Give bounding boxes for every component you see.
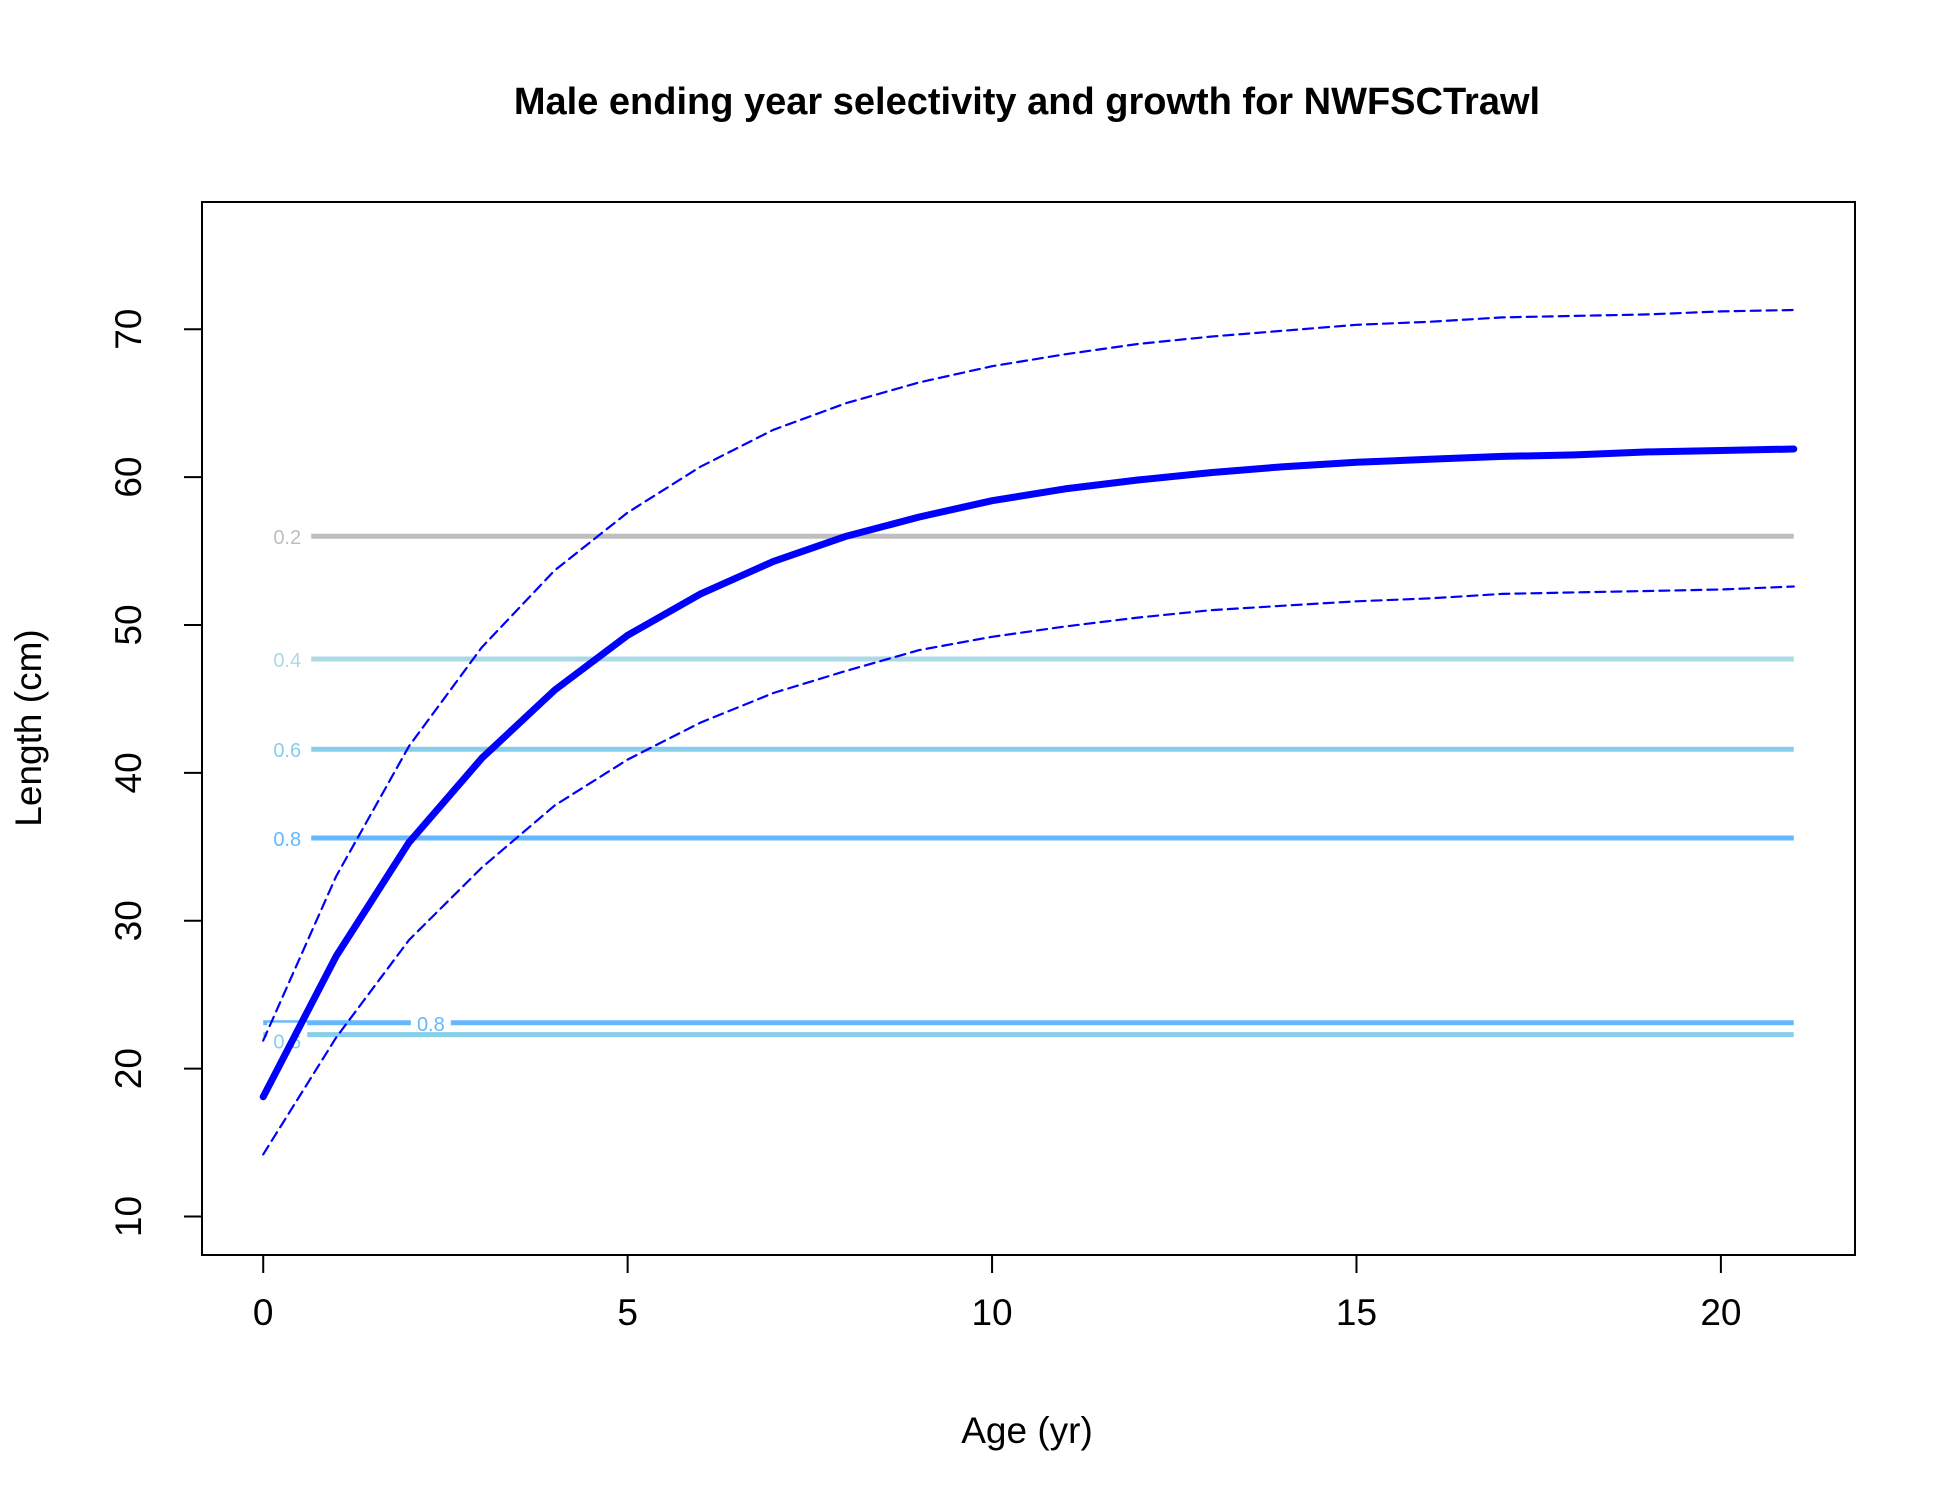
plot-frame bbox=[201, 201, 1856, 1256]
y-tick-label: 60 bbox=[108, 457, 149, 498]
y-axis: 10 20 30 40 50 60 70 bbox=[108, 309, 203, 1237]
y-tick-label: 20 bbox=[108, 1048, 149, 1089]
mean-length-line bbox=[259, 445, 1798, 1101]
contour-label-bg bbox=[267, 825, 308, 848]
y-tick-label: 10 bbox=[108, 1196, 149, 1237]
x-axis: 0 5 10 15 20 bbox=[253, 1254, 1741, 1333]
x-tick-label: 20 bbox=[1700, 1292, 1741, 1333]
x-tick-label: 0 bbox=[253, 1292, 274, 1333]
y-axis-label: Length (cm) bbox=[8, 629, 49, 826]
contour-label-bg bbox=[410, 1010, 451, 1033]
contour-label: 0.8 bbox=[417, 1014, 445, 1036]
contour-label-bg bbox=[267, 737, 308, 760]
y-tick-label: 30 bbox=[108, 900, 149, 941]
interval-line bbox=[262, 585, 1795, 1156]
contour-label: 0.4 bbox=[273, 650, 301, 672]
x-tick-label: 5 bbox=[617, 1292, 638, 1333]
x-tick-label: 15 bbox=[1336, 1292, 1377, 1333]
x-axis-label: Age (yr) bbox=[961, 1410, 1093, 1451]
y-tick-label: 40 bbox=[108, 752, 149, 793]
contour-label: 0.6 bbox=[273, 740, 301, 762]
contour-label: 0.8 bbox=[273, 829, 301, 851]
growth-series bbox=[259, 308, 1798, 1156]
y-tick-label: 70 bbox=[108, 309, 149, 350]
y-tick-label: 50 bbox=[108, 604, 149, 645]
contour-label-bg bbox=[267, 524, 308, 547]
x-tick-label: 10 bbox=[971, 1292, 1012, 1333]
selectivity-contours: 0.20.40.60.80.80.6 bbox=[263, 524, 1794, 1054]
contour-label: 0.2 bbox=[273, 527, 301, 549]
chart-title: Male ending year selectivity and growth … bbox=[514, 81, 1540, 123]
contour-label-bg bbox=[267, 646, 308, 669]
interval-line bbox=[262, 308, 1795, 1042]
